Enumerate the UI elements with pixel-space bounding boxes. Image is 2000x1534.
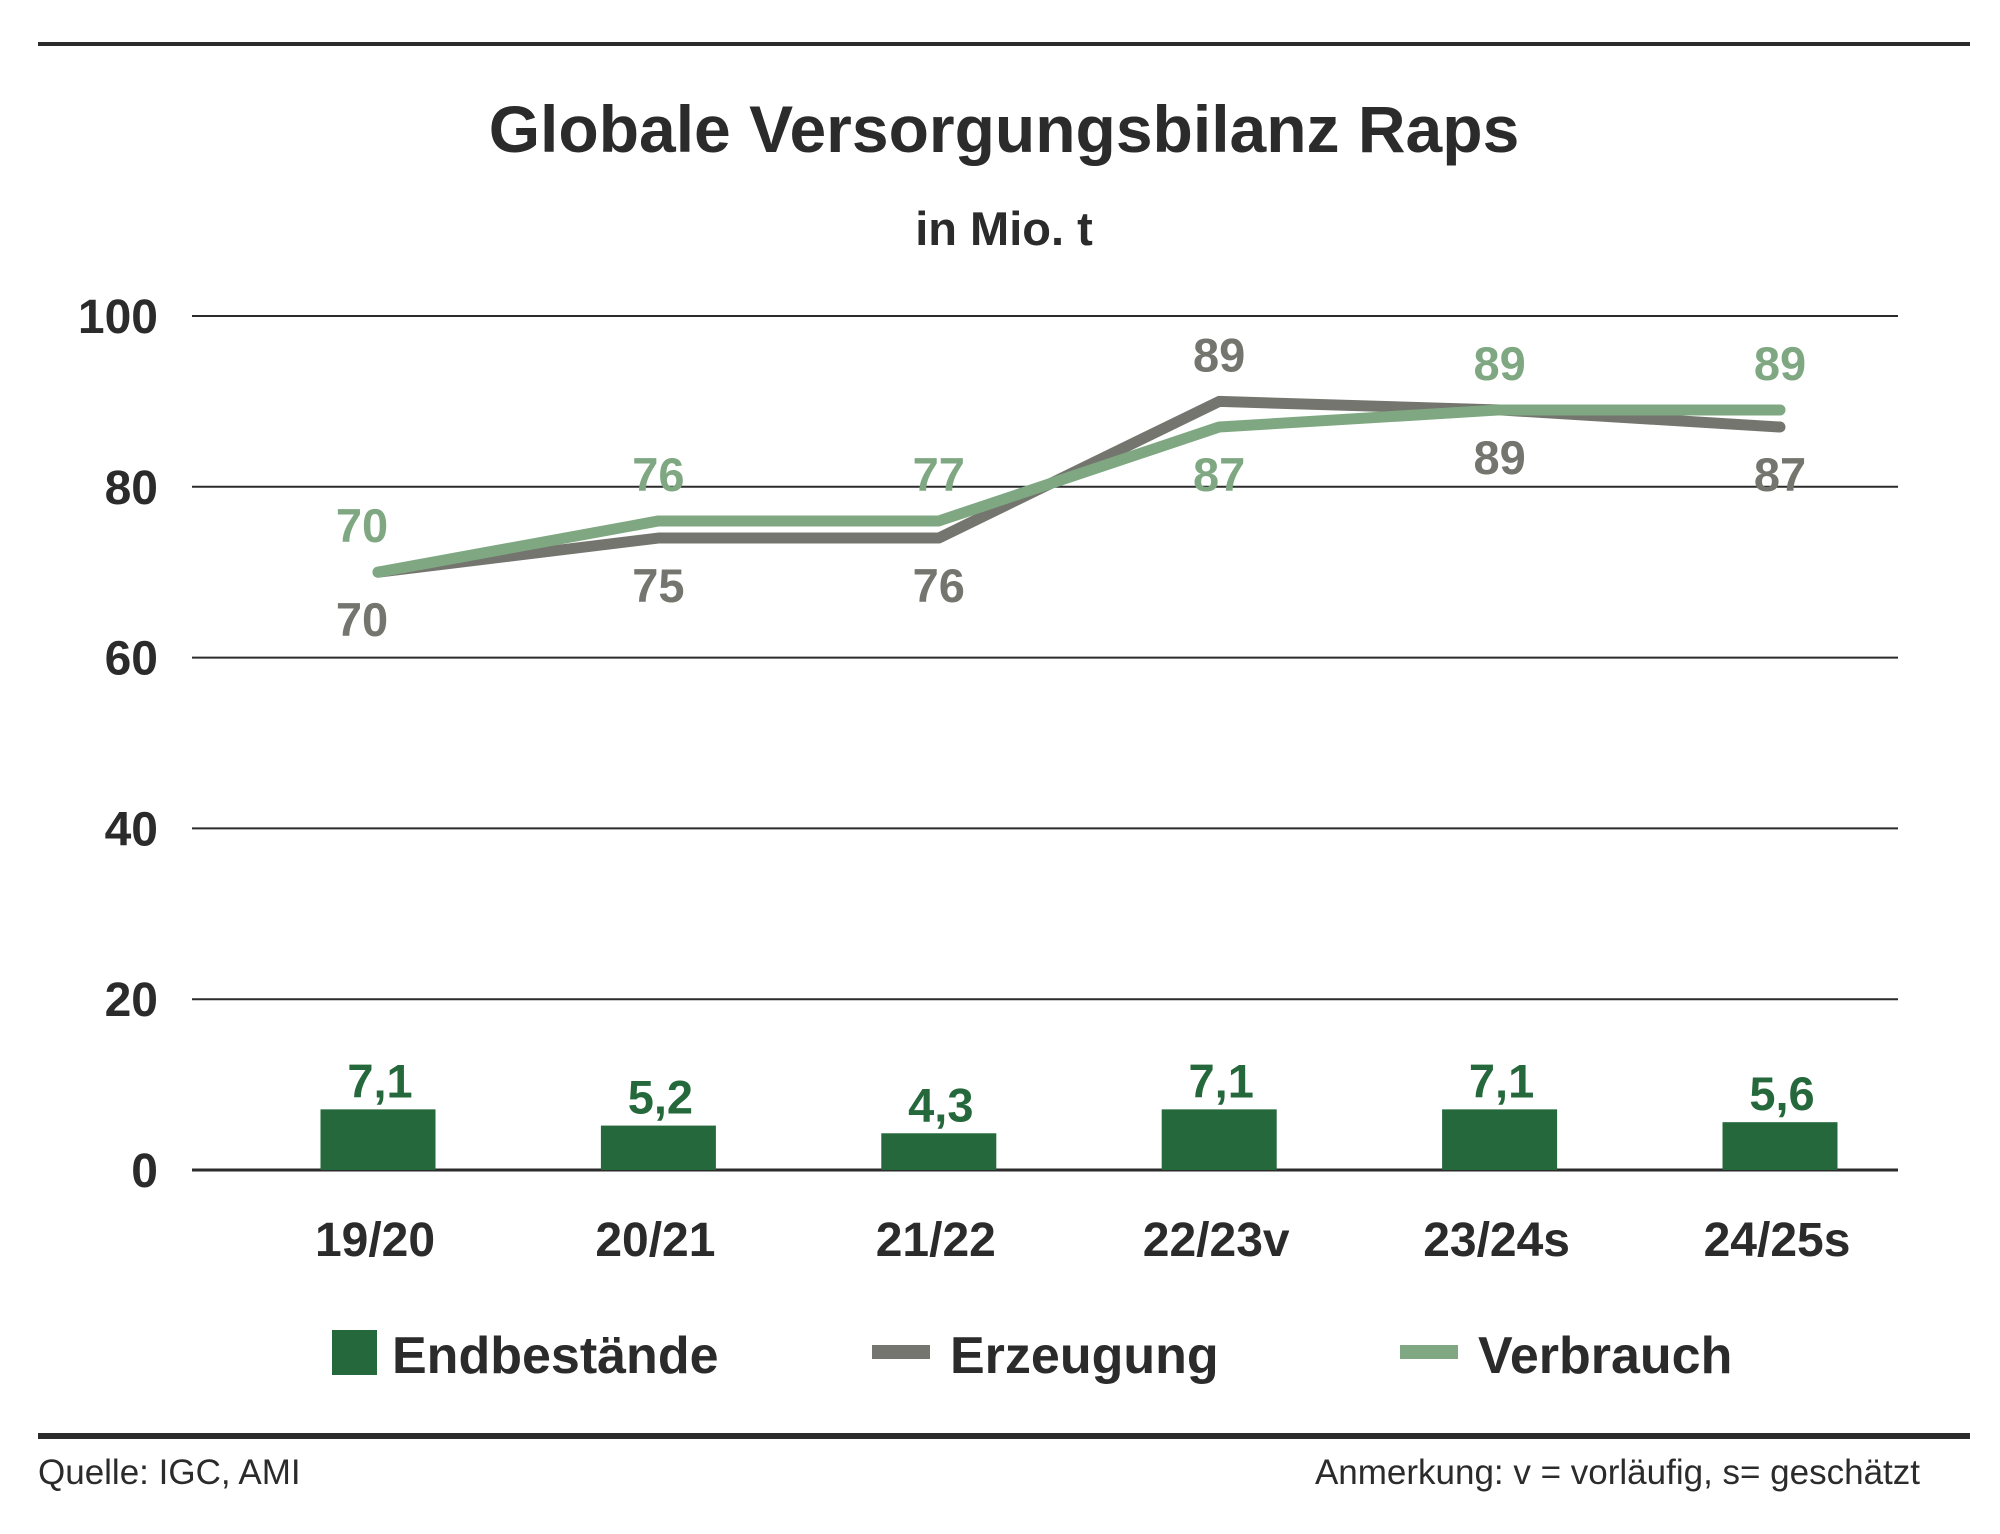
- line-verbrauch: [372, 404, 1786, 578]
- legend-label-erzeugung: Erzeugung: [950, 1327, 1219, 1385]
- chart-subtitle: in Mio. t: [915, 202, 1093, 255]
- bar-endbestaende: [1442, 1109, 1558, 1170]
- data-label-erzeugung: 70: [336, 593, 388, 646]
- data-labels: 7,1 5,2 4,3 7,1 7,1 5,6 70 70 75 76 76 77 89 87 89 89 87…: [336, 328, 1815, 1131]
- bar-endbestaende: [600, 1125, 716, 1170]
- bar-endbestaende: [1722, 1122, 1838, 1170]
- y-axis-ticks: 0 20 40 60 80 100: [78, 291, 158, 1198]
- annotation-note: Anmerkung: v = vorläufig, s= geschätzt: [1315, 1453, 1920, 1492]
- data-label-endbestaende: 7,1: [1469, 1054, 1534, 1107]
- bars-endbestaende: [320, 1109, 1838, 1170]
- series-lines: [372, 395, 1786, 578]
- x-tick-label: 20/21: [595, 1214, 715, 1267]
- source-note: Quelle: IGC, AMI: [38, 1453, 301, 1492]
- legend-label-endbestaende: Endbestände: [392, 1327, 719, 1385]
- x-tick-label: 23/24s: [1423, 1214, 1570, 1267]
- y-tick-label: 0: [131, 1145, 158, 1198]
- data-label-verbrauch: 89: [1473, 337, 1525, 390]
- data-label-endbestaende: 7,1: [1189, 1054, 1254, 1107]
- data-label-erzeugung: 76: [913, 559, 965, 612]
- y-tick-label: 20: [105, 974, 158, 1027]
- data-label-verbrauch: 76: [632, 448, 684, 501]
- bar-endbestaende: [1161, 1109, 1277, 1170]
- legend: Endbestände Erzeugung Verbrauch: [332, 1327, 1732, 1385]
- data-label-erzeugung: 89: [1473, 431, 1525, 484]
- data-label-verbrauch: 70: [336, 499, 388, 552]
- x-tick-label: 21/22: [876, 1214, 996, 1267]
- chart-title: Globale Versorgungsbilanz Raps: [489, 92, 1520, 166]
- data-label-endbestaende: 4,3: [908, 1078, 973, 1131]
- data-label-erzeugung: 75: [632, 559, 684, 612]
- y-tick-label: 100: [78, 291, 158, 344]
- y-tick-label: 80: [105, 462, 158, 515]
- data-label-verbrauch: 89: [1754, 337, 1806, 390]
- data-label-verbrauch: 77: [913, 448, 965, 501]
- legend-label-verbrauch: Verbrauch: [1478, 1327, 1732, 1385]
- data-label-endbestaende: 7,1: [347, 1054, 412, 1107]
- x-tick-label: 24/25s: [1704, 1214, 1851, 1267]
- data-label-endbestaende: 5,2: [628, 1071, 693, 1124]
- y-tick-label: 60: [105, 633, 158, 686]
- bar-endbestaende: [881, 1133, 997, 1170]
- data-label-endbestaende: 5,6: [1749, 1067, 1814, 1120]
- data-label-verbrauch: 87: [1193, 448, 1245, 501]
- data-label-erzeugung: 89: [1193, 328, 1245, 381]
- data-label-erzeugung: 87: [1754, 448, 1806, 501]
- gridlines: [192, 315, 1898, 1172]
- x-tick-label: 22/23v: [1143, 1214, 1290, 1267]
- y-tick-label: 40: [105, 803, 158, 856]
- bar-endbestaende: [320, 1109, 436, 1170]
- x-tick-label: 19/20: [315, 1214, 435, 1267]
- legend-swatch-endbestaende: [332, 1330, 377, 1375]
- x-axis-ticks: 19/20 20/21 21/22 22/23v 23/24s 24/25s: [315, 1214, 1850, 1267]
